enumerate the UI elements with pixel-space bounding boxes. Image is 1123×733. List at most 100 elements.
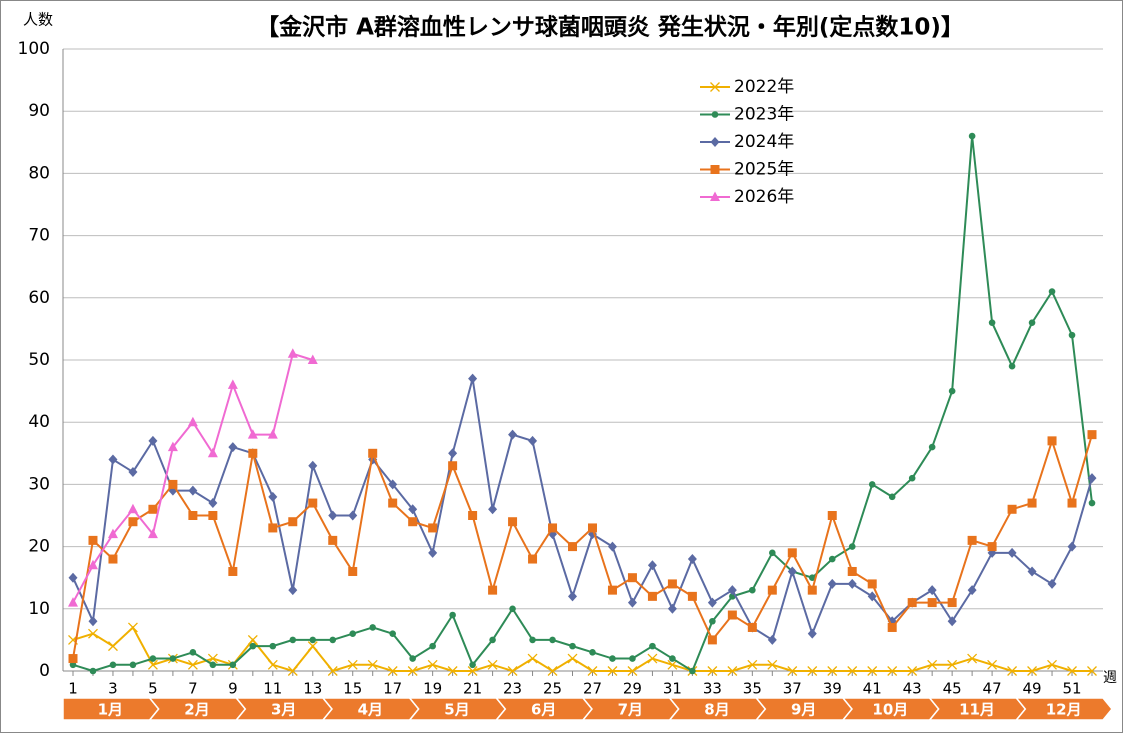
- series-line: [72, 135, 1093, 673]
- data-point: [988, 319, 996, 326]
- data-point: [68, 654, 78, 664]
- data-point: [507, 666, 518, 676]
- data-point: [667, 579, 677, 589]
- data-point: [767, 634, 777, 645]
- data-point: [647, 591, 657, 601]
- data-point: [69, 661, 77, 669]
- data-point: [489, 636, 496, 644]
- data-point: [229, 661, 237, 669]
- data-point: [368, 448, 378, 458]
- data-point: [707, 635, 717, 645]
- x-tick-label: 5: [148, 680, 158, 698]
- series-line: [72, 434, 1093, 659]
- data-point: [429, 642, 436, 650]
- data-point: [767, 585, 777, 595]
- data-point: [268, 523, 278, 533]
- data-point: [649, 642, 656, 650]
- data-point: [967, 535, 977, 545]
- data-point: [208, 511, 218, 520]
- data-point: [287, 348, 298, 358]
- data-point: [288, 585, 298, 596]
- data-point: [367, 659, 378, 670]
- data-point: [667, 603, 677, 614]
- data-point: [127, 503, 138, 514]
- data-point: [609, 655, 616, 662]
- x-tick-label: 31: [663, 680, 682, 698]
- data-point: [1027, 566, 1037, 577]
- x-tick-label: 15: [343, 680, 362, 698]
- chart-title: 【金沢市 A群溶血性レンサ球菌咽頭炎 発生状況・年別(定点数10)】: [256, 14, 964, 41]
- month-label: 11月: [959, 701, 995, 719]
- data-point: [328, 510, 338, 521]
- data-point: [268, 491, 278, 502]
- data-point: [827, 511, 837, 520]
- y-tick-label: 80: [28, 163, 50, 183]
- data-point: [767, 659, 778, 670]
- data-point: [987, 659, 998, 670]
- x-axis-label: 週: [1103, 670, 1117, 686]
- data-point: [947, 616, 957, 627]
- data-point: [607, 666, 618, 676]
- x-tick-label: 27: [583, 680, 602, 698]
- legend-marker: [710, 137, 720, 147]
- data-point: [568, 591, 578, 602]
- data-point: [568, 542, 578, 552]
- x-tick-label: 3: [108, 680, 118, 698]
- data-point: [1027, 666, 1038, 676]
- data-point: [968, 132, 976, 140]
- x-tick-label: 9: [228, 680, 238, 698]
- data-point: [547, 666, 558, 676]
- data-point: [388, 498, 398, 508]
- x-tick-label: 37: [783, 680, 802, 698]
- data-point: [408, 504, 418, 515]
- data-point: [267, 429, 278, 439]
- data-point: [108, 641, 118, 652]
- x-tick-label: 23: [503, 680, 522, 698]
- data-point: [488, 504, 498, 515]
- data-point: [389, 630, 396, 637]
- month-label: 9月: [791, 701, 816, 719]
- data-point: [447, 666, 458, 676]
- data-point: [887, 622, 897, 632]
- data-point: [267, 659, 278, 670]
- data-point: [569, 642, 576, 650]
- data-point: [469, 661, 476, 669]
- data-point: [468, 373, 478, 384]
- legend-label: 2022年: [734, 77, 794, 97]
- data-point: [1087, 473, 1097, 484]
- data-point: [828, 555, 836, 563]
- data-point: [907, 598, 917, 608]
- data-point: [407, 666, 418, 676]
- data-point: [148, 435, 158, 446]
- data-point: [827, 578, 837, 589]
- data-point: [528, 554, 538, 564]
- data-point: [88, 628, 98, 639]
- data-point: [1067, 498, 1077, 508]
- data-point: [947, 659, 958, 670]
- data-point: [468, 511, 478, 520]
- data-point: [408, 517, 418, 527]
- month-label: 5月: [444, 701, 469, 719]
- data-point: [1068, 331, 1076, 339]
- data-point: [88, 616, 98, 627]
- legend-marker: [711, 111, 719, 118]
- data-point: [1087, 666, 1097, 676]
- data-point: [1008, 362, 1016, 370]
- x-tick-label: 21: [463, 680, 482, 698]
- x-tick-label: 51: [1062, 680, 1081, 698]
- data-point: [527, 653, 538, 664]
- x-tick-label: 35: [743, 680, 762, 698]
- month-label: 1月: [98, 701, 123, 719]
- data-point: [1027, 498, 1037, 508]
- data-point: [149, 655, 157, 662]
- y-tick-label: 30: [28, 474, 50, 494]
- data-point: [307, 354, 318, 364]
- data-point: [187, 659, 198, 670]
- x-tick-label: 17: [383, 680, 402, 698]
- data-point: [887, 666, 898, 676]
- data-point: [627, 597, 637, 608]
- x-tick-label: 13: [303, 680, 322, 698]
- data-point: [1028, 319, 1036, 326]
- data-point: [87, 559, 98, 570]
